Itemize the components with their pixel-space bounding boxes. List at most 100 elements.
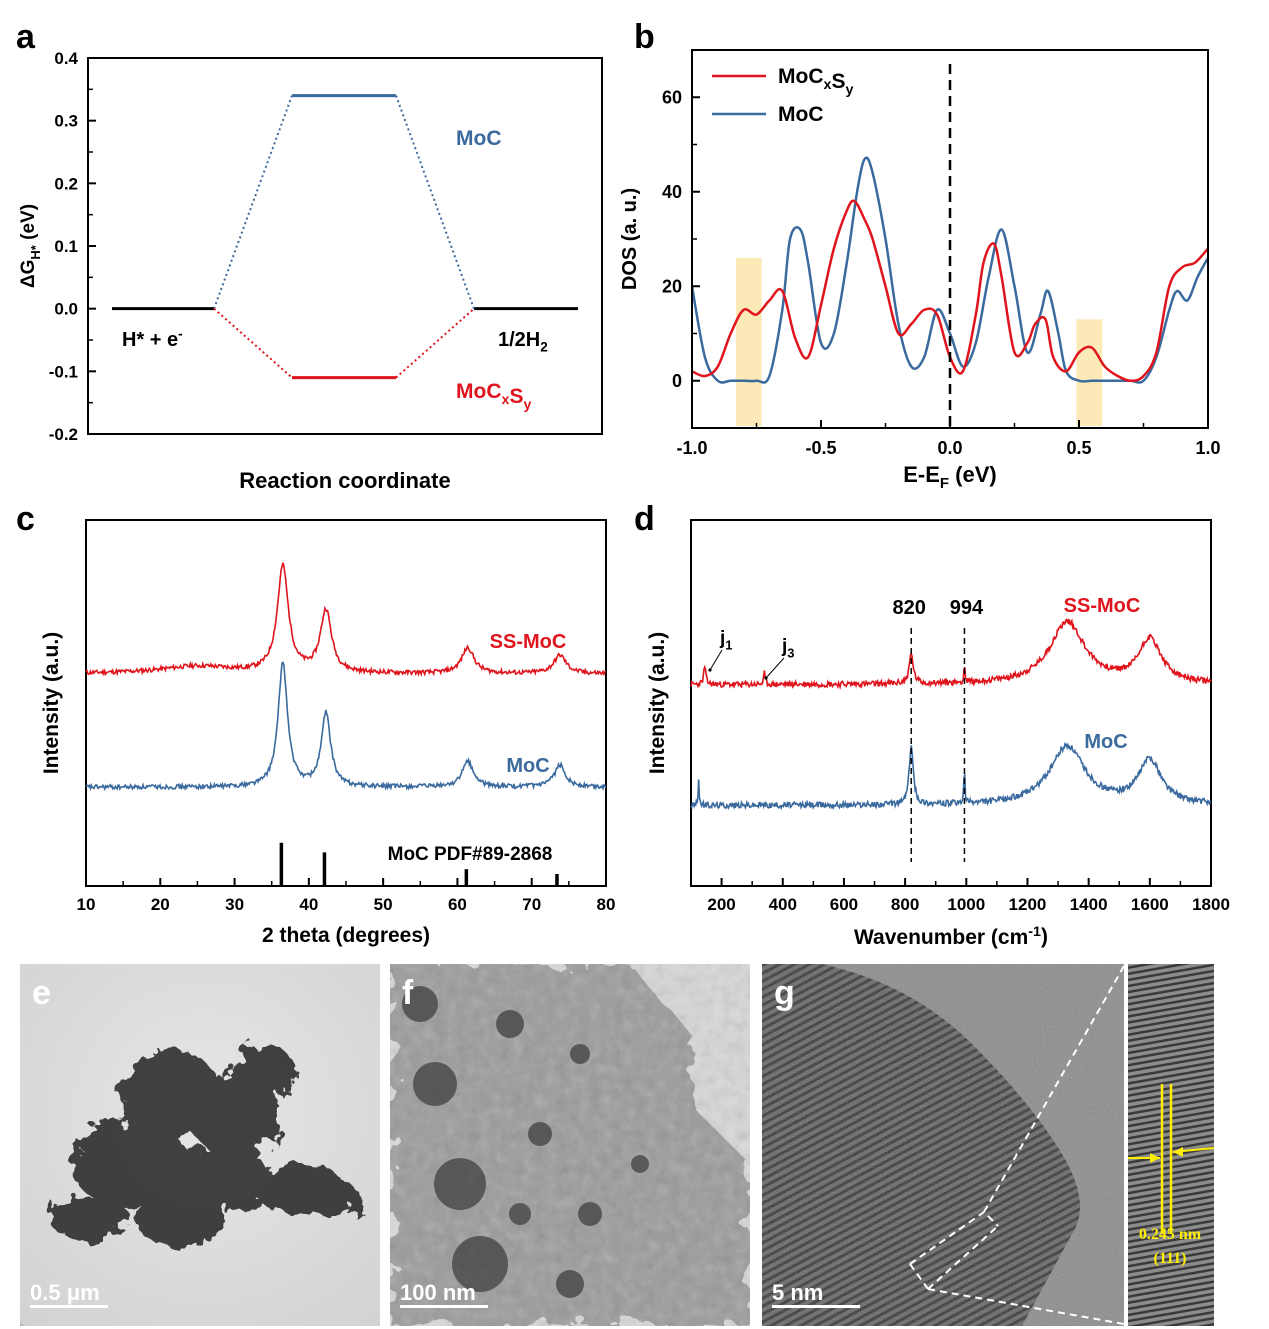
panel-b: b -1.0 -0.5 0.0 0.5 1.0 0 20 40 60 DOS (a. u.) E-E… bbox=[620, 0, 1269, 500]
annotation-arrow-head bbox=[708, 668, 712, 672]
highlight-band bbox=[1076, 319, 1103, 426]
raman-spectrum-moc bbox=[690, 741, 1212, 811]
x-tick-label-c: 20 bbox=[151, 895, 170, 914]
y-tick-label-a: 0.2 bbox=[54, 174, 78, 193]
x-tick-label-c: 30 bbox=[225, 895, 244, 914]
raman-chart-svg: 820 994 SS-MoC MoC j1 j3 200 400 600 800 1000 1200 1… bbox=[646, 519, 1230, 949]
panel-letter-d: d bbox=[634, 500, 655, 538]
annotation-j1: j1 bbox=[719, 628, 732, 652]
x-tick-label-b: -0.5 bbox=[805, 438, 836, 458]
annotation-j3: j3 bbox=[781, 636, 794, 660]
x-tick-label-d: 800 bbox=[891, 895, 919, 914]
x-tick-label-d: 1600 bbox=[1131, 895, 1169, 914]
scale-label-f: 100 nm bbox=[400, 1280, 476, 1305]
y-tick-label-b: 40 bbox=[662, 182, 682, 202]
legend-label-b: MoCxSy bbox=[778, 65, 853, 98]
tem-image-f: f 100 nm bbox=[390, 964, 750, 1326]
panel-d: d 820 994 SS-MoC MoC j1 j3 200 400 600 800 1000 120… bbox=[620, 500, 1269, 955]
scale-bar-f bbox=[400, 1305, 488, 1308]
tem-image-f-graphic bbox=[390, 964, 750, 1326]
xrd-pattern-ss-moc bbox=[85, 562, 607, 678]
x-tick-label-c: 10 bbox=[77, 895, 96, 914]
panel-a: a -0.2 -0.1 0.0 0.1 0.2 0.3 0.4 ΔGH* (eV) Reacti… bbox=[0, 0, 620, 500]
d-plot-frame bbox=[690, 519, 1212, 887]
mocxsy-connector-left bbox=[213, 307, 293, 379]
x-tick-label-d: 1400 bbox=[1070, 895, 1108, 914]
xrd-pattern-moc bbox=[85, 661, 607, 792]
panel-letter-e: e bbox=[32, 974, 51, 1012]
scale-label-e: 0.5 μm bbox=[30, 1280, 100, 1305]
x-axis-label-a: Reaction coordinate bbox=[239, 468, 450, 493]
panel-letter-a: a bbox=[16, 18, 35, 56]
hrtem-image-g-graphic: 0.245 nm (111) bbox=[762, 964, 1214, 1326]
peak-marker-label: 994 bbox=[950, 597, 984, 619]
y-tick-label-b: 20 bbox=[662, 276, 682, 296]
lattice-spacing-label: 0.245 nm bbox=[1139, 1226, 1202, 1243]
y-tick-label-a: 0.0 bbox=[54, 300, 78, 319]
x-axis-label-c: 2 theta (degrees) bbox=[262, 924, 430, 947]
y-tick-label-a: -0.2 bbox=[49, 425, 78, 444]
y-tick-label-b: 0 bbox=[672, 371, 682, 391]
x-axis-label-b: E-EF (eV) bbox=[903, 462, 997, 492]
x-tick-label-c: 40 bbox=[299, 895, 318, 914]
annotation-arrow bbox=[709, 649, 723, 671]
annotation-arrow-head bbox=[764, 676, 768, 680]
dos-curve-moc bbox=[692, 156, 1208, 384]
x-tick-label-b: 1.0 bbox=[1195, 438, 1220, 458]
tem-image-e: e 0.5 μm bbox=[20, 964, 380, 1326]
x-tick-label-d: 1200 bbox=[1009, 895, 1047, 914]
annotation-arrow bbox=[765, 657, 785, 679]
mocxsy-connector-right bbox=[395, 307, 475, 379]
dos-chart-svg: -1.0 -0.5 0.0 0.5 1.0 0 20 40 60 DOS (a. u.) E-EF … bbox=[620, 49, 1221, 492]
y-tick-label-a: -0.1 bbox=[49, 362, 78, 381]
lattice-plane-label: (111) bbox=[1154, 1250, 1187, 1267]
peak-marker-label: 820 bbox=[893, 597, 926, 619]
series-label-ss-moc-c: SS-MoC bbox=[490, 631, 567, 653]
x-tick-label-d: 200 bbox=[707, 895, 735, 914]
legend-label-b: MoC bbox=[778, 103, 824, 126]
x-tick-label-c: 60 bbox=[448, 895, 467, 914]
y-tick-label-a: 0.3 bbox=[54, 112, 78, 131]
x-tick-label-c: 70 bbox=[522, 895, 541, 914]
x-tick-label-d: 1000 bbox=[947, 895, 985, 914]
dos-curve-mocxsy bbox=[692, 199, 1208, 383]
series-label-moc-d: MoC bbox=[1084, 731, 1127, 753]
x-tick-label-c: 80 bbox=[597, 895, 616, 914]
state-label-start: H* + e- bbox=[122, 326, 183, 351]
tem-image-e-graphic bbox=[20, 964, 380, 1326]
series-label-moc-c: MoC bbox=[506, 755, 549, 777]
y-tick-label-a: 0.4 bbox=[54, 49, 78, 68]
series-label-mocxsy: MoCxSy bbox=[456, 380, 531, 413]
x-axis-label-d: Wavenumber (cm-1) bbox=[854, 924, 1048, 949]
y-axis-label-d: Intensity (a.u.) bbox=[646, 632, 669, 774]
series-label-moc: MoC bbox=[456, 127, 502, 150]
x-tick-label-d: 400 bbox=[769, 895, 797, 914]
panel-letter-f: f bbox=[402, 974, 414, 1012]
moc-connector-left bbox=[213, 95, 293, 310]
reference-label: MoC PDF#89-2868 bbox=[388, 844, 553, 865]
scale-bar-g bbox=[772, 1305, 860, 1308]
y-tick-label-a: 0.1 bbox=[54, 237, 78, 256]
state-label-end: 1/2H2 bbox=[498, 329, 548, 355]
y-axis-label-a: ΔGH* (eV) bbox=[18, 204, 43, 288]
highlight-band bbox=[735, 257, 762, 426]
x-tick-label-d: 600 bbox=[830, 895, 858, 914]
x-tick-label-b: 0.5 bbox=[1066, 438, 1091, 458]
scale-label-g: 5 nm bbox=[772, 1280, 824, 1305]
hrtem-image-g: 0.245 nm (111) g 5 nm bbox=[762, 964, 1214, 1326]
panel-letter-c: c bbox=[16, 500, 35, 538]
x-tick-label-c: 50 bbox=[374, 895, 393, 914]
scale-bar-e bbox=[30, 1305, 108, 1308]
panel-letter-g: g bbox=[774, 974, 795, 1012]
raman-spectrum-ss-moc bbox=[690, 617, 1212, 690]
x-tick-label-d: 1800 bbox=[1192, 895, 1230, 914]
x-tick-label-b: 0.0 bbox=[937, 438, 962, 458]
series-label-ss-moc-d: SS-MoC bbox=[1064, 595, 1141, 617]
y-axis-label-c: Intensity (a.u.) bbox=[40, 632, 63, 774]
y-axis-label-b: DOS (a. u.) bbox=[620, 188, 641, 290]
energy-diagram-svg: -0.2 -0.1 0.0 0.1 0.2 0.3 0.4 ΔGH* (eV) Reaction… bbox=[18, 49, 603, 493]
y-tick-label-b: 60 bbox=[662, 87, 682, 107]
panel-letter-b: b bbox=[634, 18, 655, 56]
c-plot-frame bbox=[85, 519, 607, 887]
panel-c: c SS-MoC MoC MoC PDF#89-2868 10 20 30 40 50 60 70… bbox=[0, 500, 620, 955]
